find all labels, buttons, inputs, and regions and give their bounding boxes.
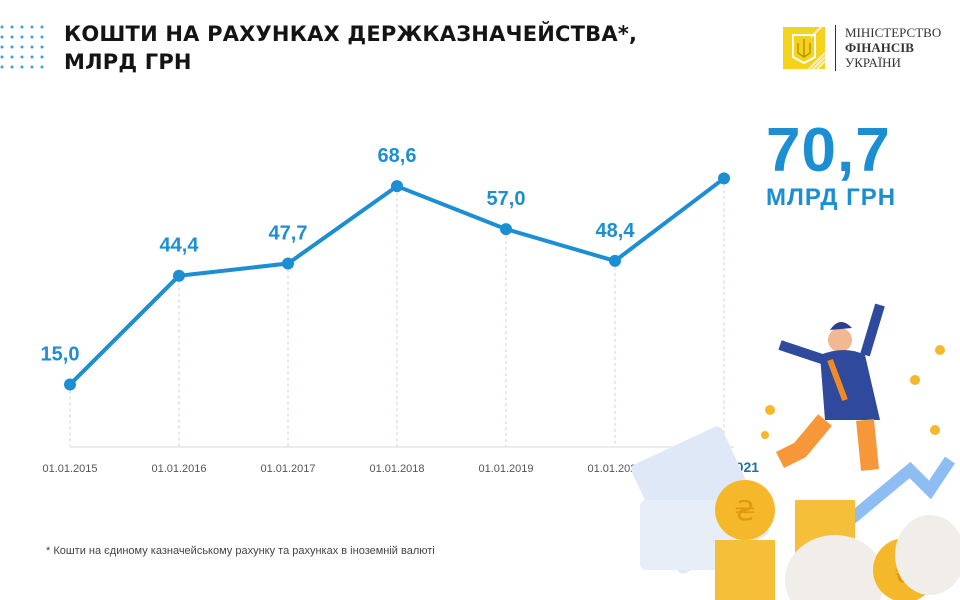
data-point bbox=[64, 378, 76, 391]
decorative-dot bbox=[0, 65, 4, 69]
decorative-dot bbox=[30, 45, 34, 49]
svg-text:₴: ₴ bbox=[734, 494, 756, 527]
data-point bbox=[282, 257, 294, 270]
data-label: 48,4 bbox=[596, 220, 636, 242]
decorative-dot bbox=[0, 45, 4, 49]
data-label: 44,4 bbox=[160, 235, 200, 257]
highlight-unit: МЛРД ГРН bbox=[766, 184, 897, 211]
ministry-logo: МІНІСТЕРСТВО ФІНАНСІВ УКРАЇНИ bbox=[783, 14, 953, 71]
trident-emblem-icon bbox=[783, 14, 826, 70]
decorative-dot-grid bbox=[0, 25, 44, 69]
footnote: * Кошти на єдиному казначейському рахунк… bbox=[46, 545, 435, 557]
decorative-dot bbox=[40, 35, 44, 39]
decorative-dot bbox=[40, 45, 44, 49]
decorative-dot bbox=[10, 55, 14, 59]
decorative-dot bbox=[40, 65, 44, 69]
celebrating-man-with-coins-illustration: ₴ ₴ bbox=[631, 303, 960, 600]
decorative-dot bbox=[40, 55, 44, 59]
data-point bbox=[500, 223, 512, 236]
data-label: 68,6 bbox=[378, 145, 417, 167]
decorative-dot bbox=[0, 35, 4, 39]
decorative-dot bbox=[20, 25, 24, 29]
data-label: 47,7 bbox=[269, 223, 308, 245]
data-point bbox=[718, 172, 730, 185]
decorative-dot bbox=[10, 25, 14, 29]
decorative-dot bbox=[20, 65, 24, 69]
x-tick-label: 01.01.2020 bbox=[587, 463, 642, 475]
decorative-dot bbox=[20, 55, 24, 59]
decorative-dot bbox=[30, 35, 34, 39]
decorative-dot bbox=[10, 45, 14, 49]
decorative-dot bbox=[0, 25, 4, 29]
x-tick-label: 01.01.2017 bbox=[260, 463, 315, 475]
decorative-dot bbox=[0, 55, 4, 59]
decorative-dot bbox=[20, 35, 24, 39]
decorative-dot bbox=[40, 25, 44, 29]
x-tick-label: 01.01.2018 bbox=[369, 463, 424, 475]
decorative-dot bbox=[10, 65, 14, 69]
decorative-dot bbox=[10, 35, 14, 39]
highlight-value: 70,7 МЛРД ГРН bbox=[766, 118, 896, 212]
logo-text-line-2: ФІНАНСІВ bbox=[845, 40, 914, 55]
title-line-2: МЛРД ГРН bbox=[64, 50, 192, 74]
logo-text-line-3: УКРАЇНИ bbox=[845, 55, 901, 70]
decorative-dot bbox=[20, 45, 24, 49]
x-tick-label: 01.01.2016 bbox=[151, 463, 206, 475]
logo-text-line-1: МІНІСТЕРСТВО bbox=[845, 25, 942, 40]
logo-divider bbox=[835, 25, 836, 71]
x-tick-label: 01.01.2015 bbox=[42, 463, 97, 475]
title-line-1: КОШТИ НА РАХУНКАХ ДЕРЖКАЗНАЧЕЙСТВА*, bbox=[64, 22, 638, 46]
data-point bbox=[173, 269, 185, 282]
decorative-dot bbox=[30, 55, 34, 59]
data-point bbox=[609, 254, 621, 267]
decorative-dot bbox=[30, 25, 34, 29]
decorative-dot bbox=[30, 65, 34, 69]
x-tick-label: 01.01.2019 bbox=[478, 463, 533, 475]
data-label: 15,0 bbox=[41, 344, 80, 366]
page-title: КОШТИ НА РАХУНКАХ ДЕРЖКАЗНАЧЕЙСТВА*, МЛР… bbox=[64, 20, 637, 76]
data-point bbox=[391, 180, 403, 193]
data-label: 57,0 bbox=[487, 188, 526, 210]
highlight-number: 70,7 bbox=[766, 116, 891, 185]
